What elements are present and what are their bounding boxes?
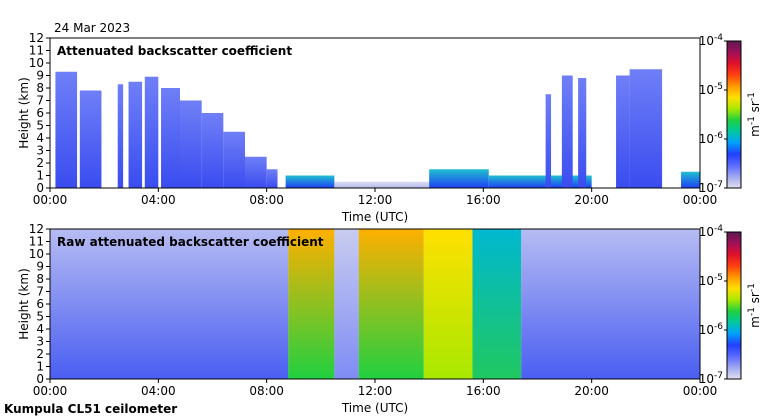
x-tick-label: 00:00	[33, 384, 68, 398]
y-tick-label: 7	[36, 94, 44, 108]
y-tick-label: 10	[29, 56, 44, 70]
y-tick-label: 4	[36, 322, 44, 336]
x-tick-label: 08:00	[249, 193, 284, 207]
y-tick-label: 5	[36, 119, 44, 133]
backscatter-band	[616, 75, 630, 188]
backscatter-band	[266, 169, 278, 188]
backscatter-band	[521, 229, 700, 379]
x-tick-label: 08:00	[249, 384, 284, 398]
x-tick-label: 04:00	[141, 384, 176, 398]
colorbar-tick-label: 10-6	[699, 131, 724, 146]
backscatter-band	[288, 229, 335, 379]
backscatter-band	[545, 94, 552, 188]
x-tick-label: 12:00	[358, 193, 393, 207]
colorbar-tick-label: 10-4	[699, 33, 724, 48]
backscatter-band	[180, 100, 202, 188]
colorbar-2: 10-4 10-5 10-6 10-7 m-1 sr-1	[699, 224, 762, 386]
y-tick-label: 3	[36, 335, 44, 349]
backscatter-band	[50, 229, 289, 379]
panel-1-ylabel: Height (km)	[17, 77, 31, 148]
backscatter-band	[223, 131, 245, 188]
y-tick-label: 11	[29, 235, 44, 249]
backscatter-band	[128, 81, 143, 188]
colorbar-unit-label: m-1 sr-1	[747, 92, 762, 137]
y-tick-label: 12	[29, 31, 44, 45]
colorbar-1: 10-4 10-5 10-6 10-7 m-1 sr-1	[699, 33, 762, 195]
panel-raw-attenuated-backscatter: Raw attenuated backscatter coefficient 0…	[17, 222, 717, 415]
y-tick-label: 6	[36, 297, 44, 311]
y-tick-label: 10	[29, 247, 44, 261]
x-tick-label: 20:00	[574, 193, 609, 207]
panel-2-ylabel: Height (km)	[17, 268, 31, 339]
backscatter-band	[358, 229, 424, 379]
backscatter-band	[201, 113, 224, 188]
backscatter-band	[117, 84, 124, 188]
panel-attenuated-backscatter: Attenuated backscatter coefficient 01234…	[17, 31, 717, 224]
y-tick-label: 11	[29, 44, 44, 58]
y-tick-label: 2	[36, 347, 44, 361]
backscatter-band	[429, 169, 489, 188]
backscatter-band	[79, 90, 102, 188]
colorbar-tick-label: 10-4	[699, 224, 724, 239]
colorbar-tick-label: 10-6	[699, 322, 724, 337]
backscatter-band	[55, 71, 78, 188]
backscatter-band	[334, 181, 430, 188]
backscatter-band	[578, 78, 587, 188]
backscatter-band	[144, 76, 159, 188]
backscatter-band	[561, 75, 573, 188]
y-tick-label: 2	[36, 156, 44, 170]
backscatter-band	[681, 171, 700, 188]
y-tick-label: 1	[36, 169, 44, 183]
x-tick-label: 00:00	[683, 193, 718, 207]
colorbar-scale	[726, 40, 742, 189]
y-tick-label: 0	[36, 181, 44, 195]
y-tick-label: 5	[36, 310, 44, 324]
panel-1-xlabel: Time (UTC)	[341, 210, 408, 224]
colorbar-tick-label: 10-5	[699, 82, 723, 97]
x-tick-label: 00:00	[683, 384, 718, 398]
y-tick-label: 8	[36, 81, 44, 95]
backscatter-band	[334, 229, 359, 379]
colorbar-tick-label: 10-7	[699, 180, 723, 195]
backscatter-band	[161, 88, 180, 188]
backscatter-band	[423, 229, 473, 379]
panel-2-title: Raw attenuated backscatter coefficient	[57, 235, 324, 249]
backscatter-band	[472, 229, 522, 379]
y-tick-label: 4	[36, 131, 44, 145]
x-tick-label: 16:00	[466, 193, 501, 207]
y-tick-label: 6	[36, 106, 44, 120]
y-tick-label: 1	[36, 360, 44, 374]
backscatter-band	[488, 175, 592, 188]
panel-1-title: Attenuated backscatter coefficient	[57, 44, 292, 58]
y-tick-label: 9	[36, 260, 44, 274]
y-tick-label: 8	[36, 272, 44, 286]
y-tick-label: 7	[36, 285, 44, 299]
backscatter-band	[285, 175, 335, 188]
date-label: 24 Mar 2023	[54, 21, 130, 35]
x-tick-label: 20:00	[574, 384, 609, 398]
backscatter-band	[245, 156, 267, 188]
x-tick-label: 16:00	[466, 384, 501, 398]
footer-instrument-label: Kumpula CL51 ceilometer	[4, 402, 177, 416]
backscatter-band	[629, 69, 663, 188]
y-tick-label: 0	[36, 372, 44, 386]
x-tick-label: 12:00	[358, 384, 393, 398]
x-tick-label: 00:00	[33, 193, 68, 207]
colorbar-scale	[726, 231, 742, 380]
y-tick-label: 9	[36, 69, 44, 83]
y-tick-label: 12	[29, 222, 44, 236]
panel-2-xlabel: Time (UTC)	[341, 401, 408, 415]
colorbar-tick-label: 10-7	[699, 371, 723, 386]
y-tick-label: 3	[36, 144, 44, 158]
x-tick-label: 04:00	[141, 193, 176, 207]
colorbar-unit-label: m-1 sr-1	[747, 283, 762, 328]
colorbar-tick-label: 10-5	[699, 273, 723, 288]
